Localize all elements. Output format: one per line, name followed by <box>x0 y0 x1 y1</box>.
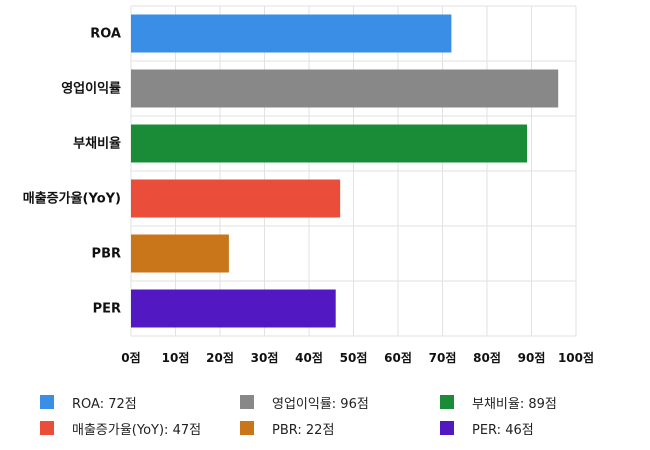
tick-label-6: 60점 <box>384 350 412 365</box>
legend-swatch-2 <box>440 395 454 409</box>
tick-label-9: 90점 <box>518 350 546 365</box>
legend-swatch-1 <box>240 395 254 409</box>
bar-3 <box>131 179 341 218</box>
legend-swatch-5 <box>440 421 454 435</box>
tick-label-7: 70점 <box>429 350 457 365</box>
tick-label-4: 40점 <box>295 350 323 365</box>
bar-4 <box>131 234 229 273</box>
legend-item-0: ROA: 72점 <box>40 392 240 412</box>
legend-label-5: PER: 46점 <box>472 422 534 438</box>
tick-label-3: 30점 <box>251 350 279 365</box>
bar-5 <box>131 289 336 328</box>
legend-swatch-3 <box>40 421 54 435</box>
tick-labels: 0점 10점 20점 30점 40점 50점 60점 70점 80점 90점 100점 <box>121 350 594 365</box>
legend-label-2: 부채비율: 89점 <box>472 396 557 412</box>
legend-swatch-0 <box>40 395 54 409</box>
legend-label-1: 영업이익률: 96점 <box>272 396 369 412</box>
grid-lines <box>130 5 577 337</box>
category-label-5: PER <box>93 302 121 317</box>
tick-label-2: 20점 <box>206 350 234 365</box>
tick-label-8: 80점 <box>473 350 501 365</box>
legend-item-3: 매출증가율(YoY): 47점 <box>40 418 240 438</box>
category-label-0: ROA <box>90 27 121 42</box>
category-label-3: 매출증가율(YoY) <box>23 191 121 207</box>
tick-label-5: 50점 <box>340 350 368 365</box>
legend-item-2: 부채비율: 89점 <box>440 392 640 412</box>
legend-label-0: ROA: 72점 <box>72 396 137 412</box>
legend-label-4: PBR: 22점 <box>272 422 335 438</box>
category-label-4: PBR <box>92 247 121 262</box>
tick-label-10: 100점 <box>558 350 594 365</box>
bar-0 <box>131 14 452 53</box>
legend-item-4: PBR: 22점 <box>240 418 440 438</box>
bars <box>131 14 559 328</box>
tick-label-0: 0점 <box>121 350 140 365</box>
legend-item-5: PER: 46점 <box>440 418 640 438</box>
legend-label-3: 매출증가율(YoY): 47점 <box>72 422 202 438</box>
tick-label-1: 10점 <box>162 350 190 365</box>
legend-swatch-4 <box>240 421 254 435</box>
bar-1 <box>131 69 559 108</box>
legend-item-1: 영업이익률: 96점 <box>240 392 440 412</box>
category-label-2: 부채비율 <box>73 136 121 152</box>
category-label-1: 영업이익률 <box>61 81 121 97</box>
bar-2 <box>131 124 528 163</box>
